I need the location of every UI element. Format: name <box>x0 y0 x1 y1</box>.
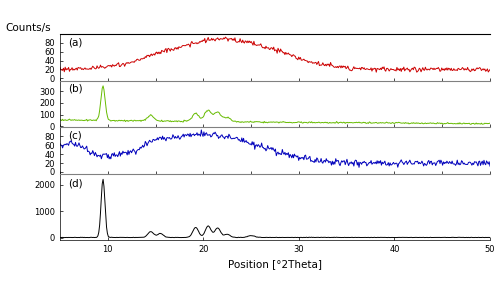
Text: (b): (b) <box>68 84 83 94</box>
Text: (a): (a) <box>68 37 83 47</box>
Text: (c): (c) <box>68 131 82 141</box>
Text: (d): (d) <box>68 179 83 189</box>
X-axis label: Position [°2Theta]: Position [°2Theta] <box>228 259 322 269</box>
Text: Counts/s: Counts/s <box>5 23 51 32</box>
